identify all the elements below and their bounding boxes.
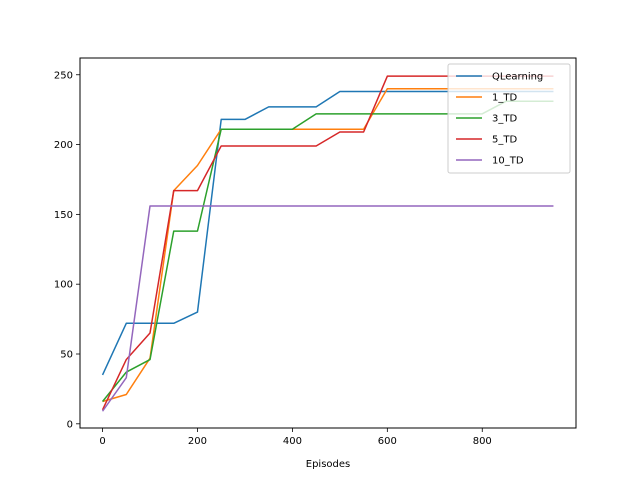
legend-label-2: 3_TD (492, 114, 517, 125)
y-tick-label-0: 0 (67, 419, 73, 430)
plot-frame (79, 57, 577, 429)
x-tick-label-0: 0 (99, 436, 105, 447)
x-tick-label-3: 600 (378, 436, 397, 447)
y-tick-label-3: 150 (54, 210, 73, 221)
legend-box (447, 63, 571, 174)
x-axis: 0 200 400 600 800 (99, 428, 492, 447)
x-tick-label-2: 400 (283, 436, 302, 447)
y-tick-label-4: 200 (54, 140, 73, 151)
series-line-4 (101, 205, 554, 412)
legend-label-4: 10_TD (492, 156, 524, 167)
legend-label-1: 1_TD (492, 93, 517, 104)
y-tick-label-2: 100 (54, 280, 73, 291)
x-tick-label-1: 200 (188, 436, 207, 447)
y-axis: 0 50 100 150 200 250 (54, 70, 80, 430)
y-tick-label-5: 250 (54, 70, 73, 81)
x-axis-label: Episodes (306, 459, 350, 470)
legend-label-3: 5_TD (492, 135, 517, 146)
legend-label-0: QLearning (492, 72, 543, 83)
x-tick-label-4: 800 (473, 436, 492, 447)
legend: QLearning 1_TD 3_TD 5_TD 10_TD (447, 63, 571, 174)
y-tick-label-1: 50 (60, 350, 73, 361)
